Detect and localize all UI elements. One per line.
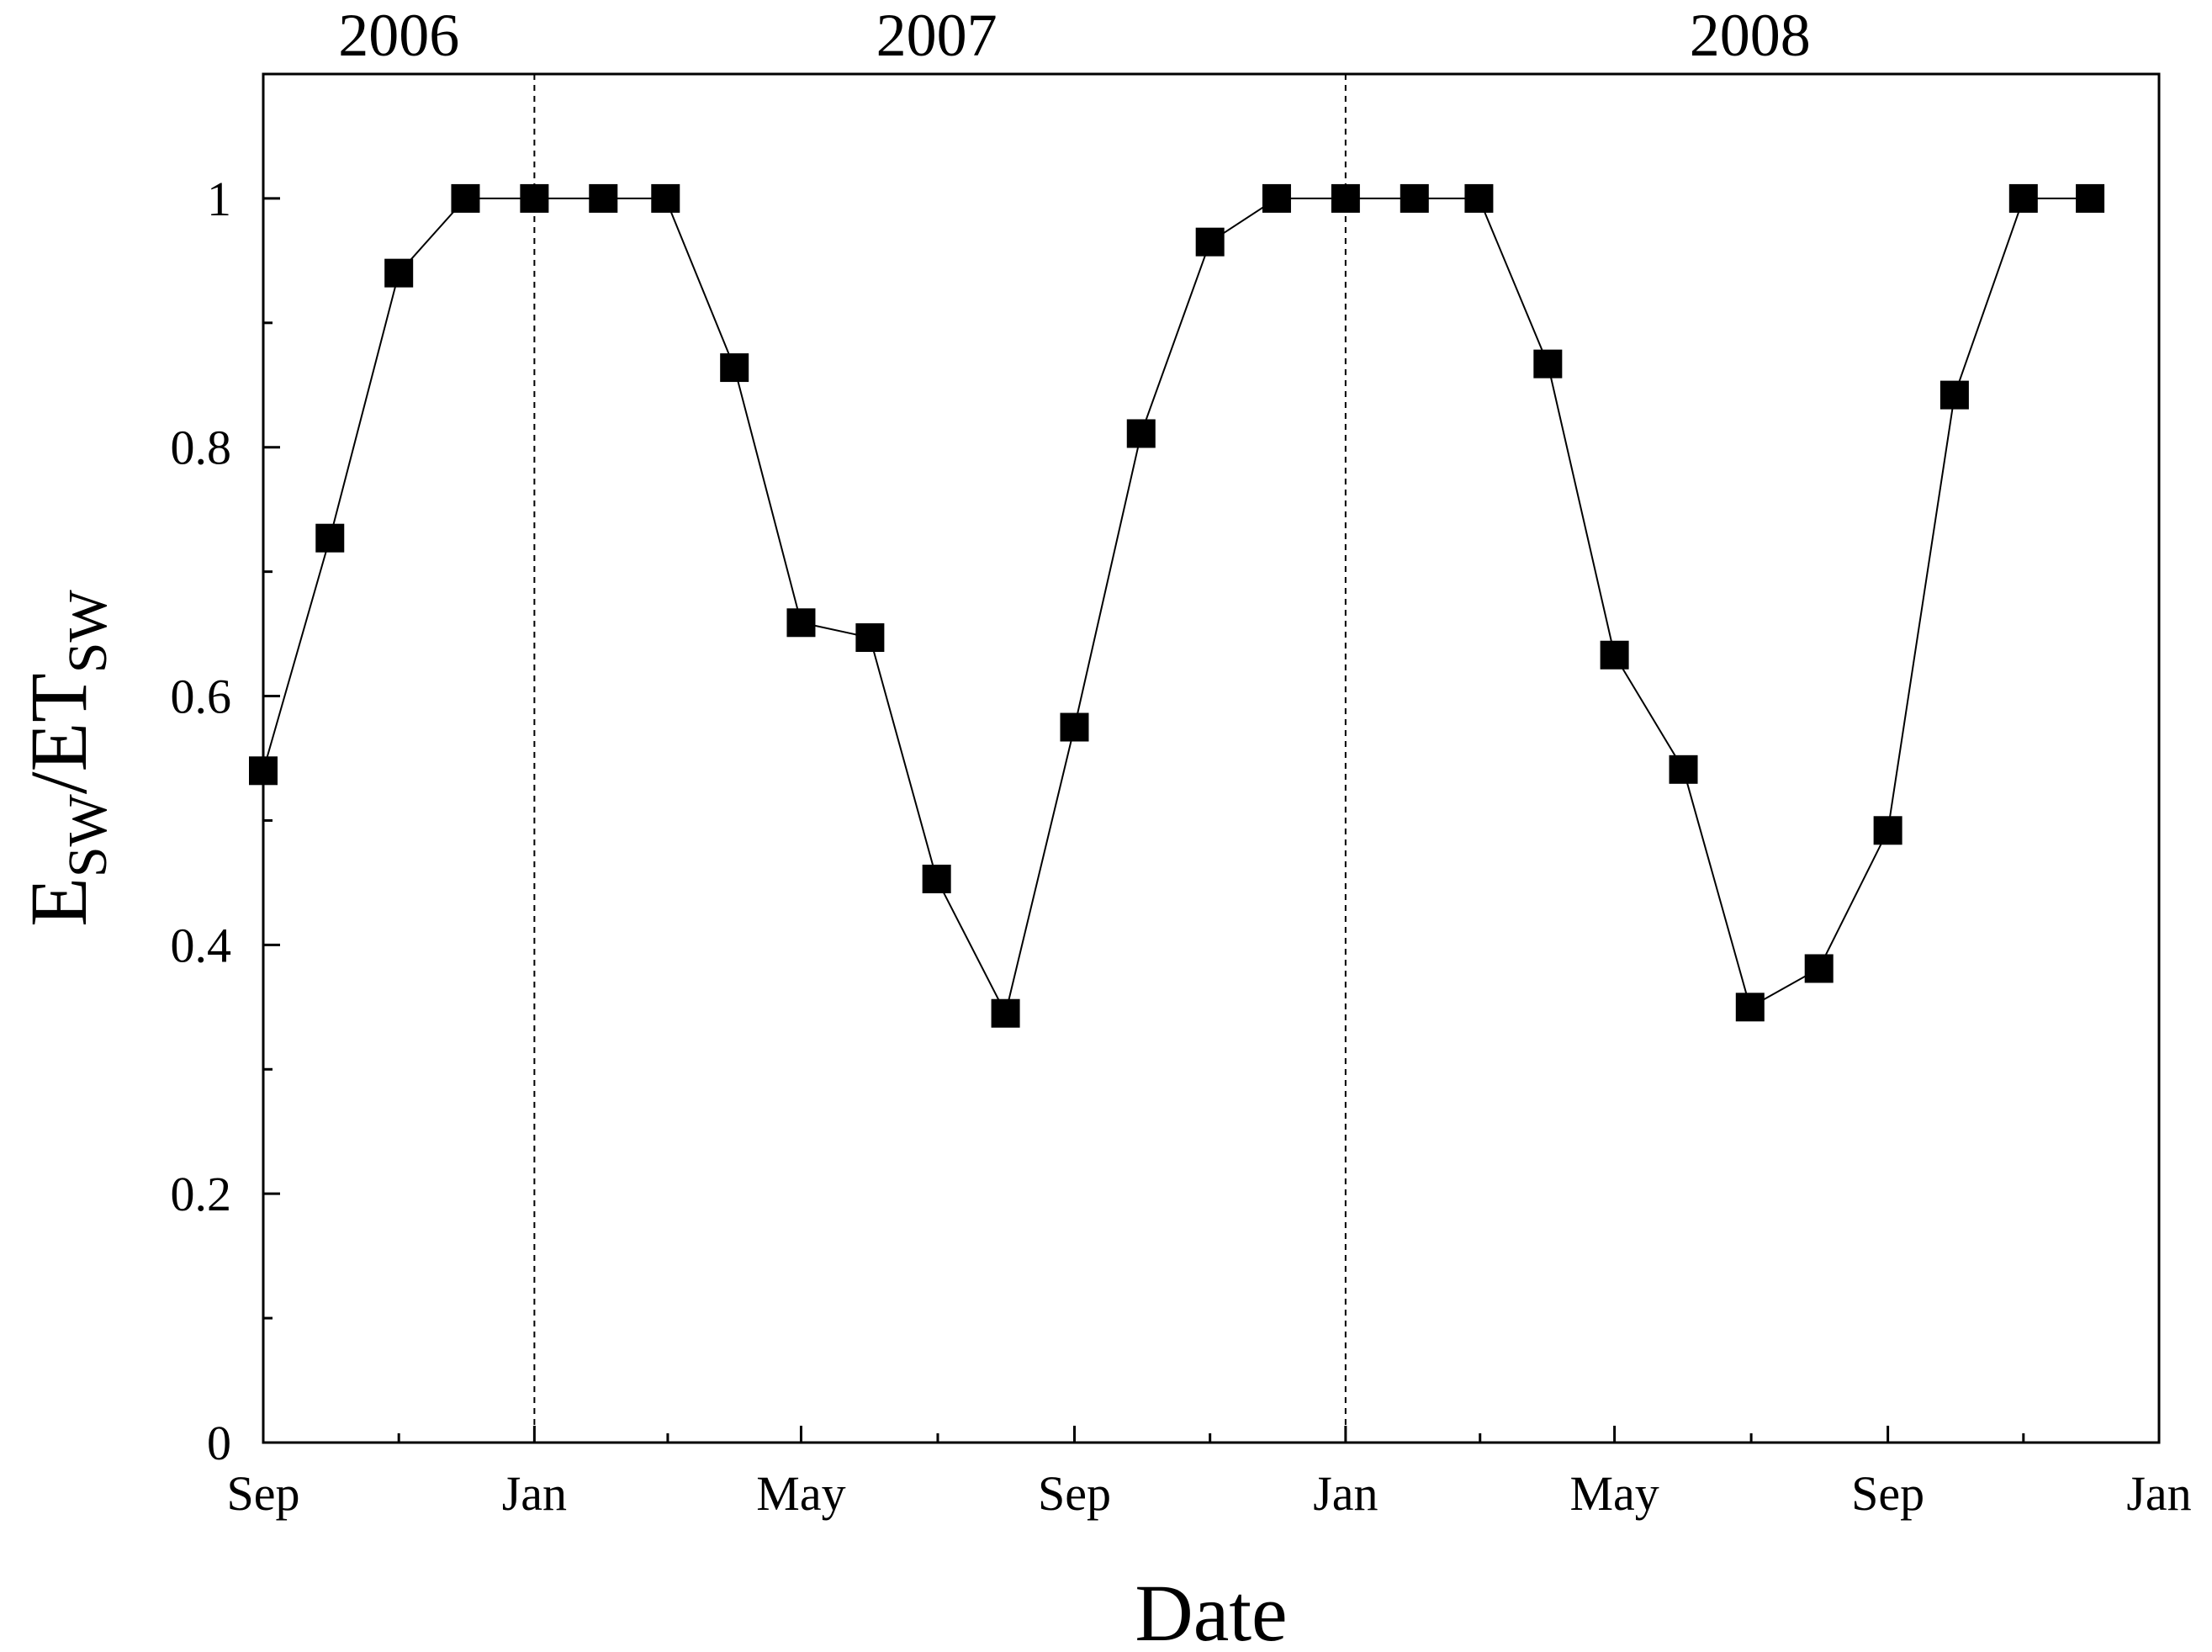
data-point-12 <box>1060 712 1089 742</box>
year-labels: 2006 2007 2008 <box>338 2 1811 69</box>
x-axis-title: Date <box>1135 1568 1287 1652</box>
data-point-17 <box>1400 183 1429 213</box>
y-axis-title-sub1: SW <box>57 793 119 877</box>
data-point-2 <box>384 258 414 288</box>
series-0-segment-19 <box>1547 363 1616 655</box>
series-0-segment-7 <box>733 367 802 623</box>
y-tick-label-4: 0.8 <box>171 421 232 475</box>
year-label-0: 2006 <box>338 2 459 69</box>
series-0-segment-1 <box>329 273 400 538</box>
data-point-25 <box>1939 380 1969 410</box>
series-0-segment-20 <box>1613 654 1685 770</box>
data-point-19 <box>1533 349 1563 379</box>
series-0-segment-24 <box>1887 394 1955 831</box>
y-tick-label-0: 0 <box>207 1416 231 1470</box>
series-0-segment-25 <box>1953 198 2024 395</box>
x-tick-label-0: Sep <box>227 1466 300 1521</box>
year-label-1: 2007 <box>876 2 998 69</box>
series-0-segment-12 <box>1073 433 1142 728</box>
data-point-3 <box>451 183 480 213</box>
data-point-6 <box>651 183 680 213</box>
series-0-segment-11 <box>1004 727 1076 1014</box>
data-point-11 <box>991 998 1020 1028</box>
data-point-16 <box>1331 183 1360 213</box>
y-tick-label-3: 0.6 <box>171 670 232 724</box>
year-dividers <box>533 74 1347 1443</box>
y-tick-label-2: 0.4 <box>171 918 232 972</box>
series-0-segment-13 <box>1140 241 1211 434</box>
data-point-24 <box>1873 816 1902 845</box>
x-axis: Sep Jan May Sep Jan May Sep Jan <box>227 1426 2192 1521</box>
data-point-18 <box>1464 183 1494 213</box>
x-tick-label-1: Jan <box>502 1466 567 1521</box>
series-0-segment-10 <box>935 878 1007 1014</box>
data-point-15 <box>1262 183 1291 213</box>
data-point-21 <box>1669 755 1698 784</box>
series-markers <box>249 183 2105 1028</box>
data-point-23 <box>1804 954 1834 983</box>
series-0-segment-6 <box>664 198 736 368</box>
y-axis-title-slash: /ET <box>13 673 103 794</box>
data-point-4 <box>520 183 549 213</box>
series-lines <box>262 197 2091 1014</box>
data-point-8 <box>786 608 816 638</box>
data-point-26 <box>2008 183 2038 213</box>
data-point-13 <box>1126 419 1156 448</box>
data-point-10 <box>922 864 951 893</box>
x-tick-label-5: May <box>1569 1466 1659 1521</box>
x-tick-label-7: Jan <box>2126 1466 2191 1521</box>
data-point-7 <box>720 353 749 383</box>
plot-frame <box>262 72 2161 1444</box>
x-tick-label-3: Sep <box>1038 1466 1111 1521</box>
data-point-22 <box>1735 993 1765 1022</box>
y-axis: 0 0.2 0.4 0.6 0.8 1 <box>171 172 280 1470</box>
series-0-segment-21 <box>1682 769 1751 1008</box>
x-tick-label-2: May <box>756 1466 845 1521</box>
series-0-segment-18 <box>1478 198 1549 365</box>
year-label-2: 2008 <box>1690 2 1811 69</box>
y-axis-title-sub2: SW <box>57 589 119 673</box>
y-axis-title: ESW/ETSW <box>13 589 119 926</box>
x-tick-label-6: Sep <box>1851 1466 1924 1521</box>
data-point-9 <box>855 623 885 653</box>
series-0-segment-0 <box>262 537 331 771</box>
x-tick-label-4: Jan <box>1313 1466 1378 1521</box>
data-point-14 <box>1195 227 1225 257</box>
data-point-27 <box>2076 183 2105 213</box>
series-0-segment-23 <box>1818 829 1889 969</box>
data-point-1 <box>315 523 345 553</box>
series-0-segment-9 <box>869 637 938 880</box>
y-axis-title-main: E <box>13 877 103 927</box>
y-tick-label-1: 0.2 <box>171 1167 232 1221</box>
y-tick-label-5: 1 <box>207 172 231 226</box>
data-point-20 <box>1600 640 1629 670</box>
data-point-5 <box>589 183 618 213</box>
